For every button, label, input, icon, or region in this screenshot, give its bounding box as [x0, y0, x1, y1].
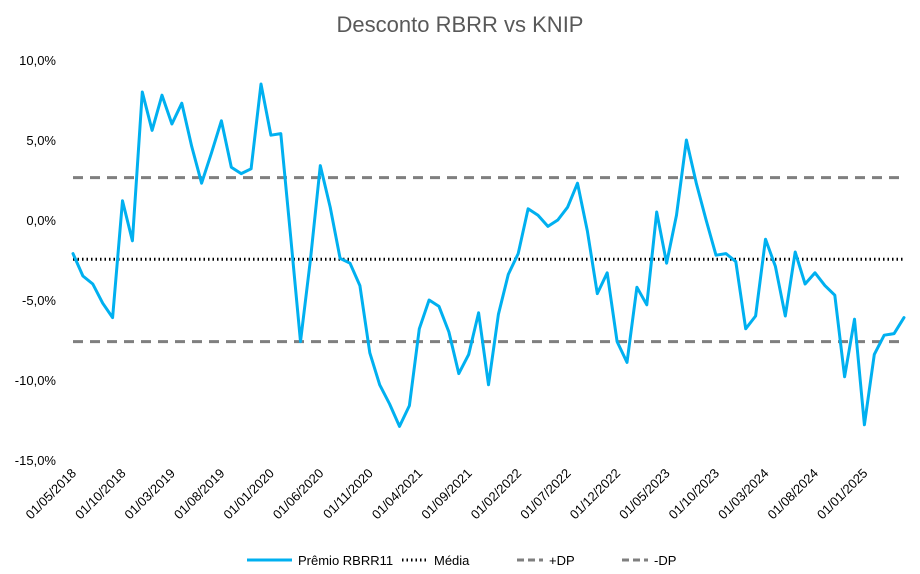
x-tick-label: 01/06/2020 — [270, 466, 327, 523]
y-tick-label: -5,0% — [22, 293, 56, 308]
x-tick-label: 01/02/2022 — [468, 466, 525, 523]
x-tick-label: 01/01/2025 — [814, 466, 871, 523]
x-tick-label: 01/05/2023 — [616, 466, 673, 523]
x-tick-label: 01/05/2018 — [22, 466, 79, 523]
series-line — [71, 82, 906, 428]
y-tick-label: -15,0% — [15, 453, 57, 468]
y-tick-label: 0,0% — [26, 213, 56, 228]
x-tick-label: 01/01/2020 — [220, 466, 277, 523]
x-tick-label: 01/03/2024 — [715, 466, 772, 523]
x-tick-label: 01/10/2023 — [666, 466, 723, 523]
x-tick-label: 01/07/2022 — [517, 466, 574, 523]
x-tick-label: 01/08/2019 — [171, 466, 228, 523]
x-tick-label: 01/09/2021 — [418, 466, 475, 523]
x-tick-label: 01/11/2020 — [320, 466, 376, 522]
legend-label: -DP — [654, 553, 676, 568]
legend-label: +DP — [549, 553, 575, 568]
legend-label: Prêmio RBRR11 — [298, 553, 393, 568]
x-tick-label: 01/04/2021 — [369, 466, 426, 523]
x-tick-label: 01/08/2024 — [764, 466, 821, 523]
x-tick-label: 01/03/2019 — [121, 466, 178, 523]
y-tick-label: 5,0% — [26, 133, 56, 148]
legend-label: Média — [434, 553, 470, 568]
y-tick-label: -10,0% — [15, 373, 57, 388]
y-tick-label: 10,0% — [19, 53, 56, 68]
x-tick-label: 01/10/2018 — [72, 466, 129, 523]
x-tick-label: 01/12/2022 — [567, 466, 624, 523]
chart-title: Desconto RBRR vs KNIP — [336, 12, 584, 37]
